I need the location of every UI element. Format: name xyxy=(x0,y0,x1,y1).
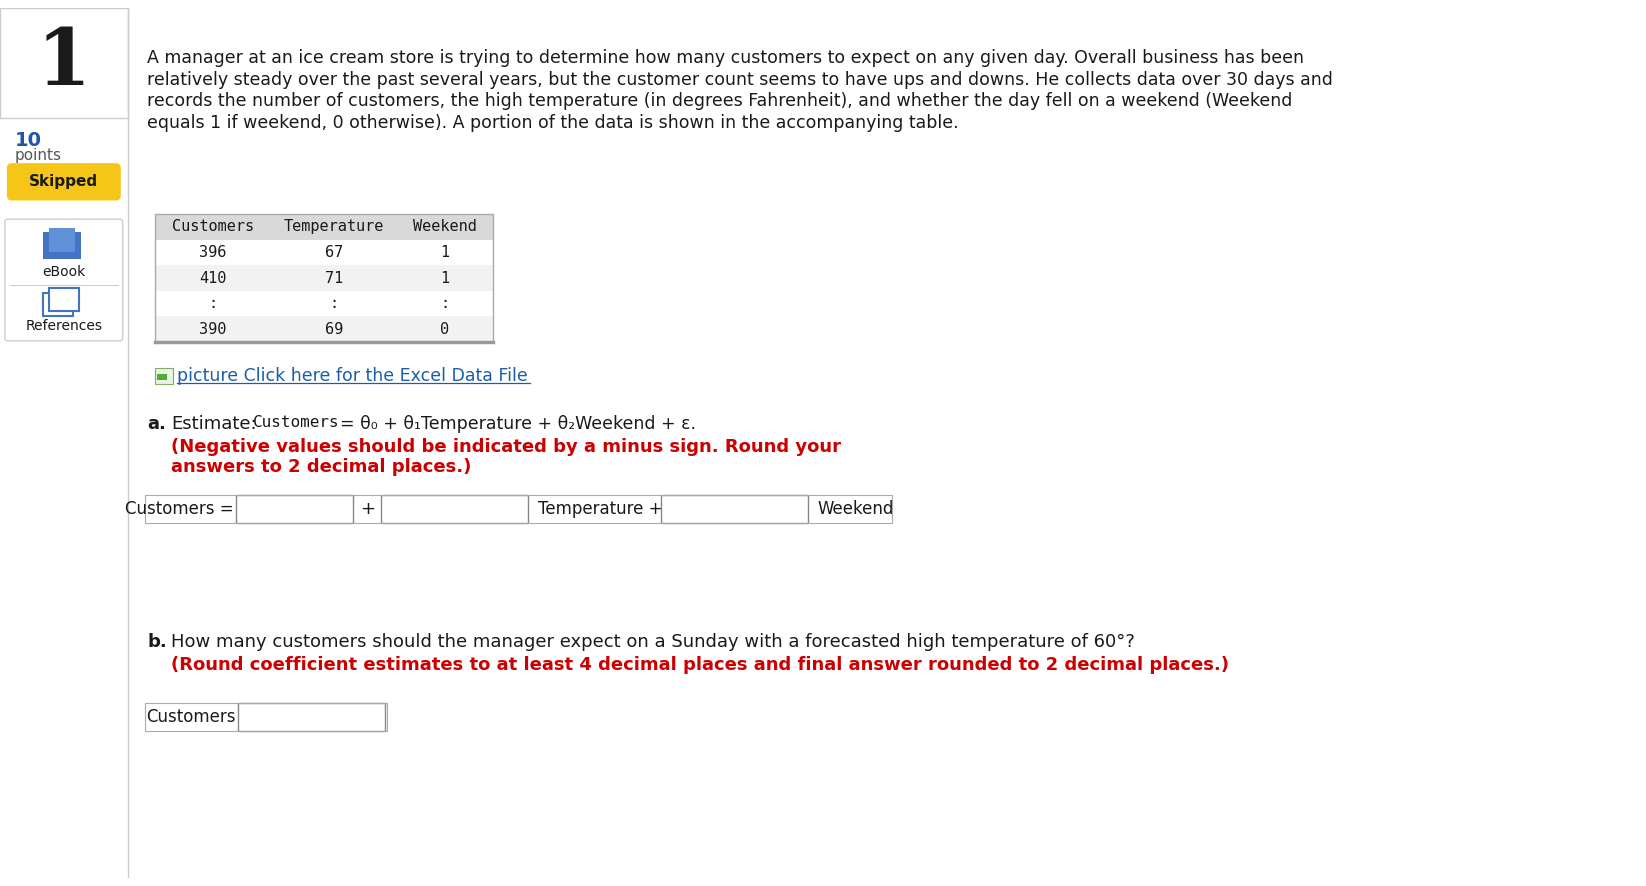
Text: (Round coefficient estimates to at least 4 decimal places and final answer round: (Round coefficient estimates to at least… xyxy=(171,656,1230,674)
Text: 410: 410 xyxy=(199,270,227,285)
Text: records the number of customers, the high temperature (in degrees Fahrenheit), a: records the number of customers, the hig… xyxy=(146,92,1292,111)
Text: 1: 1 xyxy=(439,270,449,285)
Bar xyxy=(155,316,492,342)
Text: 1: 1 xyxy=(36,25,91,101)
Bar xyxy=(155,265,492,291)
Text: :: : xyxy=(439,296,449,311)
Text: b.: b. xyxy=(146,633,166,650)
Text: 71: 71 xyxy=(324,270,342,285)
Bar xyxy=(43,292,72,316)
Text: 396: 396 xyxy=(199,245,227,260)
Bar xyxy=(235,495,354,523)
Bar xyxy=(49,228,74,252)
Bar xyxy=(145,495,892,523)
Text: 390: 390 xyxy=(199,322,227,337)
Bar xyxy=(155,214,492,342)
Text: points: points xyxy=(15,149,63,163)
Text: Temperature: Temperature xyxy=(283,220,384,235)
Text: 69: 69 xyxy=(324,322,342,337)
Bar xyxy=(156,374,166,380)
Bar xyxy=(237,703,385,731)
Text: 1: 1 xyxy=(439,245,449,260)
Bar xyxy=(43,232,81,260)
Bar xyxy=(155,214,492,240)
Bar xyxy=(155,240,492,265)
Text: equals 1 if weekend, 0 otherwise). A portion of the data is shown in the accompa: equals 1 if weekend, 0 otherwise). A por… xyxy=(146,114,960,132)
Text: Customers =: Customers = xyxy=(125,500,234,517)
Text: Weekend: Weekend xyxy=(413,220,477,235)
Text: Customers: Customers xyxy=(253,415,341,430)
Text: Skipped: Skipped xyxy=(30,175,99,190)
Text: eBook: eBook xyxy=(43,265,86,279)
Text: 10: 10 xyxy=(15,131,41,150)
Text: (Negative values should be indicated by a minus sign. Round your: (Negative values should be indicated by … xyxy=(171,438,841,456)
Bar xyxy=(660,495,808,523)
Text: picture Click here for the Excel Data File: picture Click here for the Excel Data Fi… xyxy=(176,367,527,385)
Text: answers to 2 decimal places.): answers to 2 decimal places.) xyxy=(171,458,471,476)
Bar xyxy=(155,291,492,316)
Text: a.: a. xyxy=(146,415,166,432)
Text: = θ₀ + θ₁Temperature + θ₂Weekend + ε.: = θ₀ + θ₁Temperature + θ₂Weekend + ε. xyxy=(339,415,696,432)
Text: :: : xyxy=(329,296,339,311)
FancyBboxPatch shape xyxy=(7,163,120,200)
Text: 67: 67 xyxy=(324,245,342,260)
Text: Customers: Customers xyxy=(146,708,235,726)
Text: relatively steady over the past several years, but the customer count seems to h: relatively steady over the past several … xyxy=(146,71,1333,89)
Bar xyxy=(145,703,387,731)
Text: How many customers should the manager expect on a Sunday with a forecasted high : How many customers should the manager ex… xyxy=(171,633,1141,650)
Text: Estimate:: Estimate: xyxy=(171,415,257,432)
Text: 0: 0 xyxy=(439,322,449,337)
Bar xyxy=(49,288,79,312)
Text: A manager at an ice cream store is trying to determine how many customers to exp: A manager at an ice cream store is tryin… xyxy=(146,50,1304,67)
Bar xyxy=(155,369,173,385)
Text: +: + xyxy=(360,500,375,517)
FancyBboxPatch shape xyxy=(5,219,123,341)
Text: Temperature +: Temperature + xyxy=(538,500,663,517)
Text: References: References xyxy=(25,319,102,333)
Text: Customers: Customers xyxy=(171,220,253,235)
Bar xyxy=(380,495,528,523)
Text: Weekend: Weekend xyxy=(818,500,894,517)
Text: :: : xyxy=(209,296,217,311)
